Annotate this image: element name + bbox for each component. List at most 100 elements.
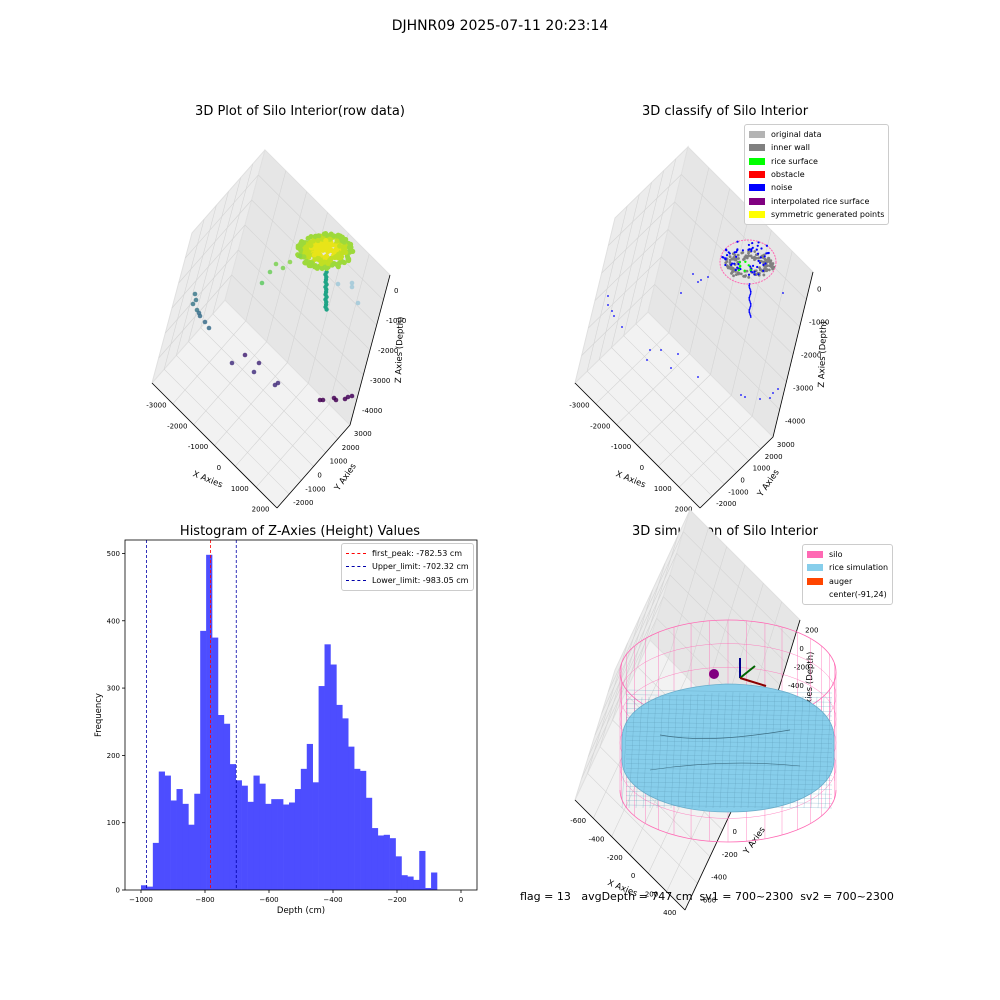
cls-y-tick-label: -2000 [716,500,736,508]
histogram-bar [212,637,219,890]
legend-entry: silo [807,548,888,561]
cls-inner-wall-point [747,254,751,258]
cls-noise-point [731,262,734,265]
raw-surface-point [348,244,354,250]
sim-rice-mesh [775,694,783,809]
raw-scatter-point [251,369,257,375]
raw-surface-point [329,262,335,268]
histogram-bar [365,797,373,890]
raw-surface-point [310,238,316,244]
raw-surface-point [316,255,322,262]
sim-rice-mesh [625,763,833,767]
cls-noise-point [748,298,751,300]
sim-rice-mesh [625,703,833,707]
legend-entry: first_peak: -782.53 cm [346,547,469,560]
cls-noise-point [749,307,751,309]
raw-scatter-point [297,253,303,259]
histogram-y-axis-label: Frequency [94,693,104,737]
cls-rice-point [749,268,752,272]
raw-z-tick-label: -3000 [370,377,390,385]
raw-y-axis-line [276,424,351,509]
histogram-bar [200,630,207,890]
raw-scatter-point [259,280,265,286]
cls-noise-point [777,388,779,390]
cls-z-tick-label: -1000 [809,319,829,327]
sim-z-tick-label: 0 [799,645,803,653]
raw-scatter-point [273,261,279,267]
legend-swatch [807,591,823,598]
cls-interpolated-ring [719,239,777,285]
sim-rice-mesh [635,697,643,809]
sim-rice-mesh [803,696,811,809]
raw-surface-point [316,233,322,239]
raw-y-tick-label: 1000 [330,458,348,466]
histogram-bar [401,875,408,890]
raw-surface-point [308,242,314,249]
sim-rice-mesh [796,695,804,809]
legend-label: center(-91,24) [829,590,887,600]
legend-swatch [749,184,765,192]
histogram-bar [300,768,308,890]
cls-noise-point [757,273,760,276]
cls-inner-wall-point [742,258,745,261]
sim-rice-mesh [761,693,769,809]
raw-z-axis-line [349,274,391,426]
cls-inner-wall-point [771,267,775,271]
cls-noise-point [764,262,767,265]
raw-x-tick-label: 2000 [252,506,270,514]
cls-inner-wall-point [747,275,751,279]
raw-z-tick-label: 0 [394,287,398,295]
cls-noise-point [733,251,736,254]
histogram-bar [289,802,296,890]
sim-rice-mesh [649,696,657,809]
cls-noise-point [721,256,724,259]
cls-noise-point [677,353,679,355]
legend-swatch [807,564,823,572]
sim-y-arrow [739,665,756,679]
cls-noise-point [670,367,672,369]
cls-inner-wall-point [755,256,759,260]
histogram-bar [395,856,402,890]
histogram-bar [413,879,420,890]
sim-rice-mesh [621,697,629,809]
cls-inner-wall-point [763,257,767,261]
legend-line-swatch [346,579,366,581]
cls-noise-point [748,310,751,312]
cls-x-tick-label: -3000 [569,401,589,409]
legend-label: original data [771,130,822,140]
cls-y-tick-label: -1000 [728,488,748,496]
cls-noise-point [749,316,752,318]
raw-surface-point [331,233,337,239]
histogram-bar [425,887,432,890]
legend-label: first_peak: -782.53 cm [372,549,463,559]
cls-inner-wall-point [762,260,766,264]
histogram-x-tick-label: −400 [323,896,342,904]
sim-rice-mesh [625,800,833,804]
legend-entry: Lower_limit: -983.05 cm [346,574,469,587]
raw-scatter-point [320,397,326,403]
cls-y-tick-label: 1000 [753,465,771,473]
histogram-bar [383,834,390,890]
cls-noise-point [749,290,752,293]
cls-noise-point [649,349,651,351]
cls-z-axis-line [772,271,814,438]
sim-rice-mesh [625,717,833,721]
cls-noise-point [769,397,771,399]
sim-rice-mesh [628,697,636,809]
raw-surface-point [338,258,344,265]
histogram-y-tick-label: 400 [107,617,120,625]
cls-inner-wall-point [732,274,735,278]
cls-z-tick-label: 0 [817,286,821,294]
sim-rice-mesh [625,804,833,809]
sim-rice-mesh [677,694,685,809]
raw-surface-point [335,232,341,238]
raw-surface-point [343,249,349,256]
cls-rice-point [738,261,741,264]
legend-label: obstacle [771,170,805,180]
histogram-bar [247,801,254,890]
raw-scatter-point [229,360,235,366]
cls-noise-point [728,252,731,255]
cls-inner-wall-point [734,273,738,277]
cls-inner-wall-point [767,256,770,260]
